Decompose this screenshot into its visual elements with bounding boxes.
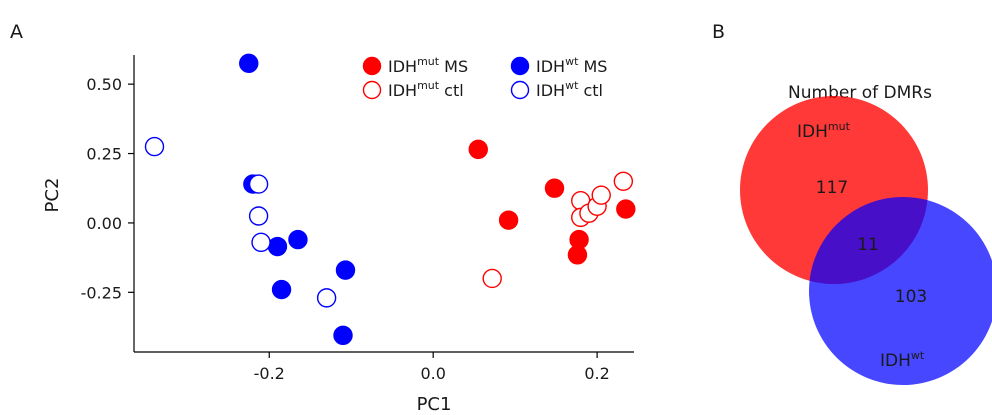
venn-circle-idh-wt (809, 197, 992, 385)
scatter-point (288, 229, 308, 250)
venn-set-label-idh-mut: IDHmut (797, 120, 851, 142)
venn-count-idh-wt-only: 103 (895, 287, 927, 307)
venn-set-label-idh-mut-sup: mut (828, 120, 851, 133)
scatter-point (613, 171, 634, 191)
scatter-point (239, 53, 259, 74)
y-tick-label: 0.25 (86, 145, 122, 164)
scatter-point (591, 185, 611, 205)
venn-set-label-idh-wt-base: IDH (880, 351, 911, 371)
x-tick-label: 0.2 (584, 364, 609, 383)
y-tick-label: 0.50 (86, 75, 122, 94)
scatter-point (271, 279, 292, 300)
scatter-point (316, 288, 337, 308)
x-tick-label: -0.2 (254, 364, 285, 383)
x-axis-title: PC1 (417, 394, 452, 415)
venn-set-label-idh-wt-sup: wt (911, 349, 925, 362)
scatter-point (267, 236, 288, 257)
legend-marker (362, 80, 382, 100)
legend-marker (510, 56, 530, 76)
legend-marker (362, 56, 382, 76)
data-points (144, 53, 636, 346)
legend-label: IDHwt ctl (536, 79, 603, 100)
scatter-point (248, 174, 269, 194)
x-tick-label: 0.0 (420, 364, 445, 383)
venn-set-label-idh-wt: IDHwt (880, 349, 925, 371)
venn-set-label-idh-mut-base: IDH (797, 122, 828, 142)
scatter-point (544, 178, 565, 198)
y-ticks: -0.25 0.00 0.25 0.50 (81, 75, 134, 302)
panel-b-label: B (712, 21, 725, 43)
venn-diagram: Number of DMRs IDHmut 117 11 103 IDHwt (740, 83, 992, 385)
legend-marker (510, 80, 530, 100)
y-tick-label: 0.00 (86, 214, 122, 233)
venn-count-intersection: 11 (857, 235, 879, 255)
scatter-point (335, 260, 356, 280)
legend-label: IDHmut MS (388, 55, 468, 76)
scatter-point (144, 136, 165, 157)
panel-a-label: A (10, 21, 23, 43)
y-axis-title: PC2 (42, 178, 63, 213)
scatter-point (498, 210, 519, 230)
y-tick-label: -0.25 (81, 283, 122, 302)
scatter-point (468, 139, 488, 160)
legend-label: IDHwt MS (536, 55, 607, 76)
scatter-point (567, 245, 588, 265)
scatter-plot: -0.25 0.00 0.25 0.50 -0.2 0.0 0.2 PC1 PC2 IDH… (42, 53, 636, 415)
venn-count-idh-mut-only: 117 (816, 178, 848, 198)
scatter-point (482, 268, 502, 289)
scatter-point (616, 199, 636, 219)
scatter-point (333, 325, 353, 346)
x-ticks: -0.2 0.0 0.2 (254, 352, 610, 383)
legend: IDHmut MS IDHwt MS IDHmut ctl IDHwt ctl (362, 55, 607, 100)
scatter-point (251, 232, 271, 253)
legend-label: IDHmut ctl (388, 79, 464, 100)
scatter-point (248, 206, 269, 226)
